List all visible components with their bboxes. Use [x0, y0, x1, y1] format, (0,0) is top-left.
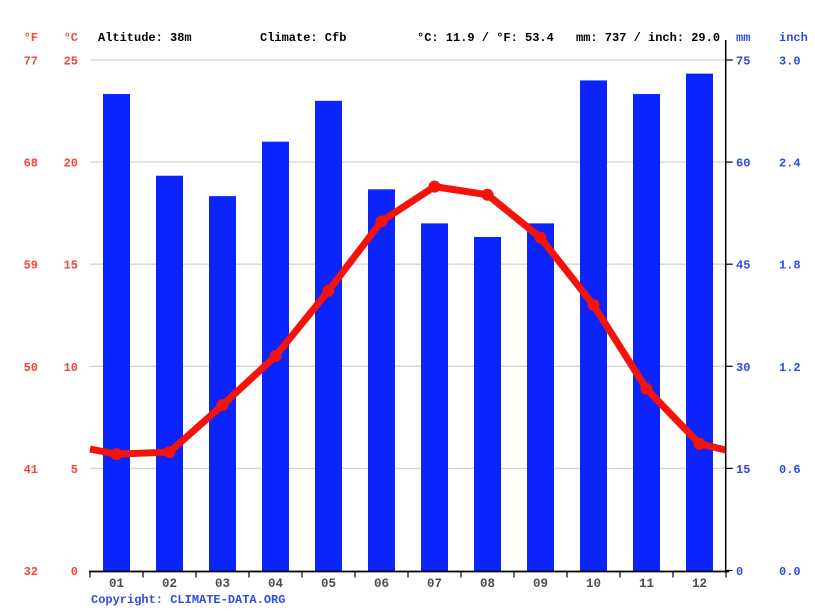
precip-bar-12: [686, 73, 713, 572]
gridline-layer: [90, 59, 726, 470]
inch-axis-label: 0.6: [779, 463, 801, 477]
celsius-axis-header: °C: [64, 31, 78, 45]
inch-axis-label: 2.4: [779, 157, 801, 171]
month-label-07: 07: [427, 577, 442, 591]
chart-header: °F °C Altitude: 38m Climate: Cfb °C: 11.…: [24, 31, 808, 45]
month-label-01: 01: [109, 577, 124, 591]
month-label-10: 10: [586, 577, 601, 591]
f-axis-label: 77: [24, 55, 38, 69]
month-label-03: 03: [215, 577, 230, 591]
temp-point-06: [375, 215, 388, 228]
month-label-12: 12: [692, 577, 707, 591]
inch-axis-header: inch: [779, 31, 808, 45]
precip-bar-08: [474, 236, 501, 572]
temp-point-01: [110, 448, 123, 461]
mm-axis-label: 30: [736, 361, 750, 375]
precip-bar-07: [421, 223, 448, 572]
temp-point-02: [163, 446, 176, 459]
temp-point-12: [693, 437, 706, 450]
inch-axis-label: 0.0: [779, 565, 801, 579]
month-label-08: 08: [480, 577, 495, 591]
f-axis-label: 32: [24, 565, 38, 579]
precipitation-bars-layer: [103, 73, 713, 572]
axes-layer: [89, 40, 733, 578]
copyright-link[interactable]: Copyright: CLIMATE-DATA.ORG: [91, 593, 285, 607]
precip-bar-10: [580, 80, 607, 572]
precip-bar-02: [156, 175, 183, 572]
c-axis-label: 15: [64, 259, 78, 273]
month-label-09: 09: [533, 577, 548, 591]
month-label-11: 11: [639, 577, 654, 591]
total-precipitation-label: mm: 737 / inch: 29.0: [576, 31, 720, 45]
c-axis-label: 0: [71, 565, 78, 579]
c-axis-label: 25: [64, 55, 78, 69]
precip-bar-03: [209, 196, 236, 572]
climate-zone-label: Climate: Cfb: [260, 31, 346, 45]
mm-axis-header: mm: [736, 31, 750, 45]
c-axis-label: 5: [71, 463, 78, 477]
temperature-line: [89, 183, 727, 458]
inch-axis-label: 1.8: [779, 259, 801, 273]
f-axis-label: 50: [24, 361, 38, 375]
f-axis-label: 59: [24, 259, 38, 273]
mm-axis-label: 45: [736, 259, 750, 273]
month-label-04: 04: [268, 577, 284, 591]
temperature-line-layer: [89, 180, 727, 461]
temp-point-07: [428, 180, 441, 193]
f-axis-label: 41: [24, 463, 38, 477]
precip-bar-11: [633, 94, 660, 572]
precip-bar-05: [315, 100, 342, 572]
temp-point-09: [534, 231, 547, 244]
average-temperature-label: °C: 11.9 / °F: 53.4: [417, 31, 554, 45]
mm-axis-label: 75: [736, 55, 750, 69]
temp-point-03: [216, 399, 229, 412]
month-label-05: 05: [321, 577, 336, 591]
f-axis-label: 68: [24, 157, 38, 171]
axis-labels-layer: 77 25 75 3.0 68 20 60 2.4 59 15 45 1.8 50 10 30 1.2 41 5 1…: [24, 55, 801, 592]
mm-axis-label: 60: [736, 157, 750, 171]
month-label-06: 06: [374, 577, 389, 591]
precip-bar-06: [368, 189, 395, 572]
c-axis-label: 10: [64, 361, 78, 375]
month-label-02: 02: [162, 577, 177, 591]
temp-point-11: [640, 382, 653, 395]
temp-point-05: [322, 284, 335, 297]
altitude-label: Altitude: 38m: [98, 31, 192, 45]
precip-bar-01: [103, 94, 130, 572]
precip-bar-09: [527, 223, 554, 572]
temp-point-04: [269, 350, 282, 363]
mm-axis-label: 0: [736, 565, 743, 579]
temp-point-10: [587, 299, 600, 312]
fahrenheit-axis-header: °F: [24, 31, 38, 45]
c-axis-label: 20: [64, 157, 78, 171]
inch-axis-label: 1.2: [779, 361, 801, 375]
mm-axis-label: 15: [736, 463, 750, 477]
temp-point-08: [481, 188, 494, 201]
inch-axis-label: 3.0: [779, 55, 801, 69]
